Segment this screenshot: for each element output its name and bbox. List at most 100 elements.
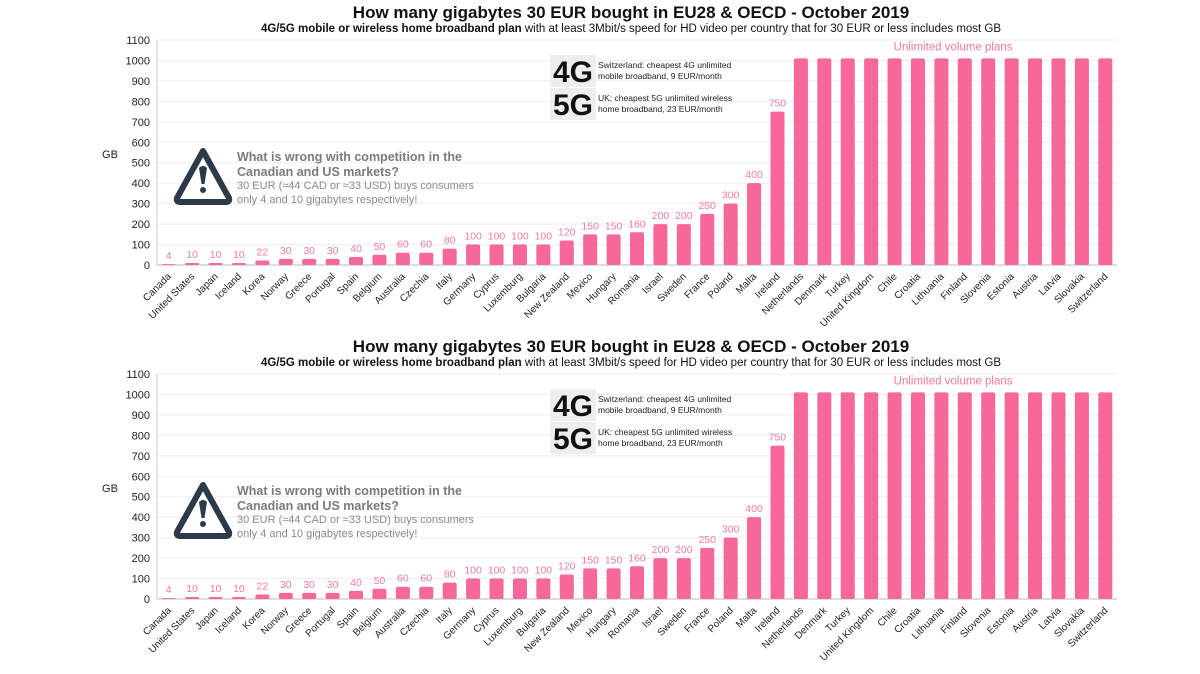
data-label: 30 (327, 245, 339, 257)
bar-romania (629, 232, 645, 265)
data-label: 100 (488, 231, 506, 243)
data-label: 60 (420, 573, 432, 585)
bar-sweden (676, 224, 691, 265)
bar-finland (957, 392, 972, 599)
data-label: 100 (488, 565, 506, 577)
bar-portugal (325, 258, 340, 265)
y-tick-label: 400 (132, 512, 150, 524)
data-label: 50 (374, 575, 386, 587)
bar-canada (161, 598, 176, 599)
x-tick-label: Iceland (213, 605, 244, 636)
x-tick-label: Estonia (985, 271, 1017, 303)
badge-background (550, 389, 596, 421)
data-label: 250 (698, 200, 716, 212)
y-tick-label: 500 (132, 492, 150, 504)
y-tick-label: 500 (132, 158, 150, 170)
data-label: 200 (675, 544, 693, 556)
bar-iceland (231, 596, 246, 599)
badge-background (550, 55, 596, 87)
bar-sweden (676, 558, 691, 599)
y-tick-label: 300 (132, 533, 150, 545)
bar-chile (887, 392, 902, 599)
subtitle-bold: 4G/5G mobile or wireless home broadband … (261, 357, 522, 369)
callout-text: mobile broadband, 9 EUR/month (598, 405, 722, 415)
x-tick-label: Poland (706, 271, 736, 301)
bar-italy (442, 582, 457, 599)
y-tick-label: 100 (132, 240, 150, 252)
callout-text: UK: cheapest 5G unlimited wireless (598, 427, 732, 437)
badge-background (550, 88, 596, 120)
data-label: 60 (397, 239, 409, 251)
data-label: 150 (581, 220, 599, 232)
y-tick-label: 600 (132, 471, 150, 483)
x-tick-label: Iceland (213, 271, 244, 302)
callout-5g: 5G UK: cheapest 5G unlimited wirelesshome… (550, 422, 732, 456)
bar-new-zealand (559, 574, 574, 599)
bar-lithuania (934, 58, 949, 266)
data-label: 300 (722, 190, 740, 202)
warning-body: only 4 and 10 gigabytes respectively! (237, 528, 417, 540)
bar-united-kingdom (864, 58, 879, 266)
bar-portugal (325, 592, 340, 599)
bar-denmark (817, 392, 832, 599)
bar-finland (957, 58, 972, 266)
warning-body: 30 EUR (≈44 CAD or ≈33 USD) buys consume… (237, 180, 475, 192)
data-label: 10 (210, 249, 222, 261)
bar-chile (887, 58, 902, 266)
bar-spain (349, 590, 364, 599)
bar-italy (442, 248, 457, 265)
bar-poland (723, 537, 738, 599)
bar-hungary (606, 234, 621, 265)
badge-background (550, 422, 596, 454)
bar-switzerland (1098, 392, 1113, 599)
bar-slovakia (1074, 58, 1089, 266)
warning-heading: What is wrong with competition in the (237, 150, 462, 164)
data-label: 10 (233, 583, 245, 595)
callout-text: home broadband, 23 EUR/month (598, 438, 723, 448)
data-label: 4 (166, 250, 172, 262)
bar-korea (255, 260, 270, 265)
bar-cyprus (489, 244, 504, 265)
data-label: 30 (303, 579, 315, 591)
callout-5g: 5G UK: cheapest 5G unlimited wirelesshome… (550, 88, 732, 122)
bar-france (700, 213, 715, 265)
callout-text: home broadband, 23 EUR/month (598, 104, 723, 114)
data-label: 250 (698, 534, 716, 546)
bar-israel (653, 224, 668, 265)
data-label: 150 (605, 554, 623, 566)
chart-1: How many gigabytes 30 EUR bought in EU28… (102, 3, 1117, 329)
bar-luxemburg (512, 244, 527, 265)
chart-subtitle: 4G/5G mobile or wireless home broadband … (261, 357, 1001, 369)
y-tick-label: 300 (132, 199, 150, 211)
bar-belgium (372, 588, 387, 599)
badge-5g: 5G (553, 89, 593, 122)
bar-turkey (840, 58, 855, 266)
warning-heading: Canadian and US markets? (237, 499, 399, 513)
callout-text: mobile broadband, 9 EUR/month (598, 71, 722, 81)
x-tick-label: Poland (706, 605, 736, 635)
y-tick-label: 1000 (126, 389, 150, 401)
bar-australia (395, 586, 410, 599)
y-tick-label: 1100 (126, 35, 150, 47)
chart-title: How many gigabytes 30 EUR bought in EU28… (353, 337, 909, 356)
bar-ireland (770, 111, 785, 265)
callout-text: Switzerland: cheapest 4G unlimited (598, 60, 732, 70)
badge-5g: 5G (553, 423, 593, 456)
bar-czechia (419, 252, 434, 265)
y-tick-label: 400 (132, 178, 150, 190)
data-label: 40 (350, 243, 362, 255)
bar-switzerland (1098, 58, 1113, 266)
bar-norway (278, 592, 293, 599)
warning-body: only 4 and 10 gigabytes respectively! (237, 194, 417, 206)
data-label: 30 (303, 245, 315, 257)
bar-latvia (1051, 392, 1066, 599)
warning-note: What is wrong with competition in theCan… (173, 148, 475, 206)
warning-triangle-icon (173, 482, 233, 539)
bar-slovenia (981, 392, 996, 599)
y-tick-label: 800 (132, 96, 150, 108)
warning-heading: What is wrong with competition in the (237, 484, 462, 498)
y-tick-label: 700 (132, 117, 150, 129)
bar-romania (629, 566, 645, 599)
data-label: 200 (675, 210, 693, 222)
